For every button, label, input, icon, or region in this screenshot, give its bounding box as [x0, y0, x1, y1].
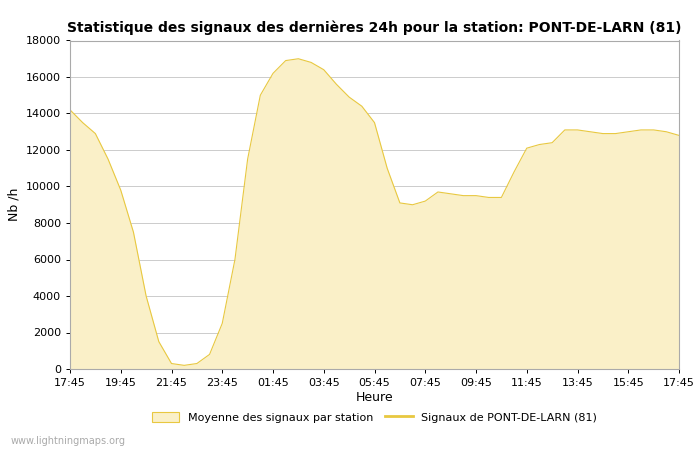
Y-axis label: Nb /h: Nb /h [7, 188, 20, 221]
X-axis label: Heure: Heure [356, 391, 393, 404]
Title: Statistique des signaux des dernières 24h pour la station: PONT-DE-LARN (81): Statistique des signaux des dernières 24… [67, 21, 682, 35]
Text: www.lightningmaps.org: www.lightningmaps.org [10, 436, 125, 446]
Legend: Moyenne des signaux par station, Signaux de PONT-DE-LARN (81): Moyenne des signaux par station, Signaux… [152, 412, 597, 423]
